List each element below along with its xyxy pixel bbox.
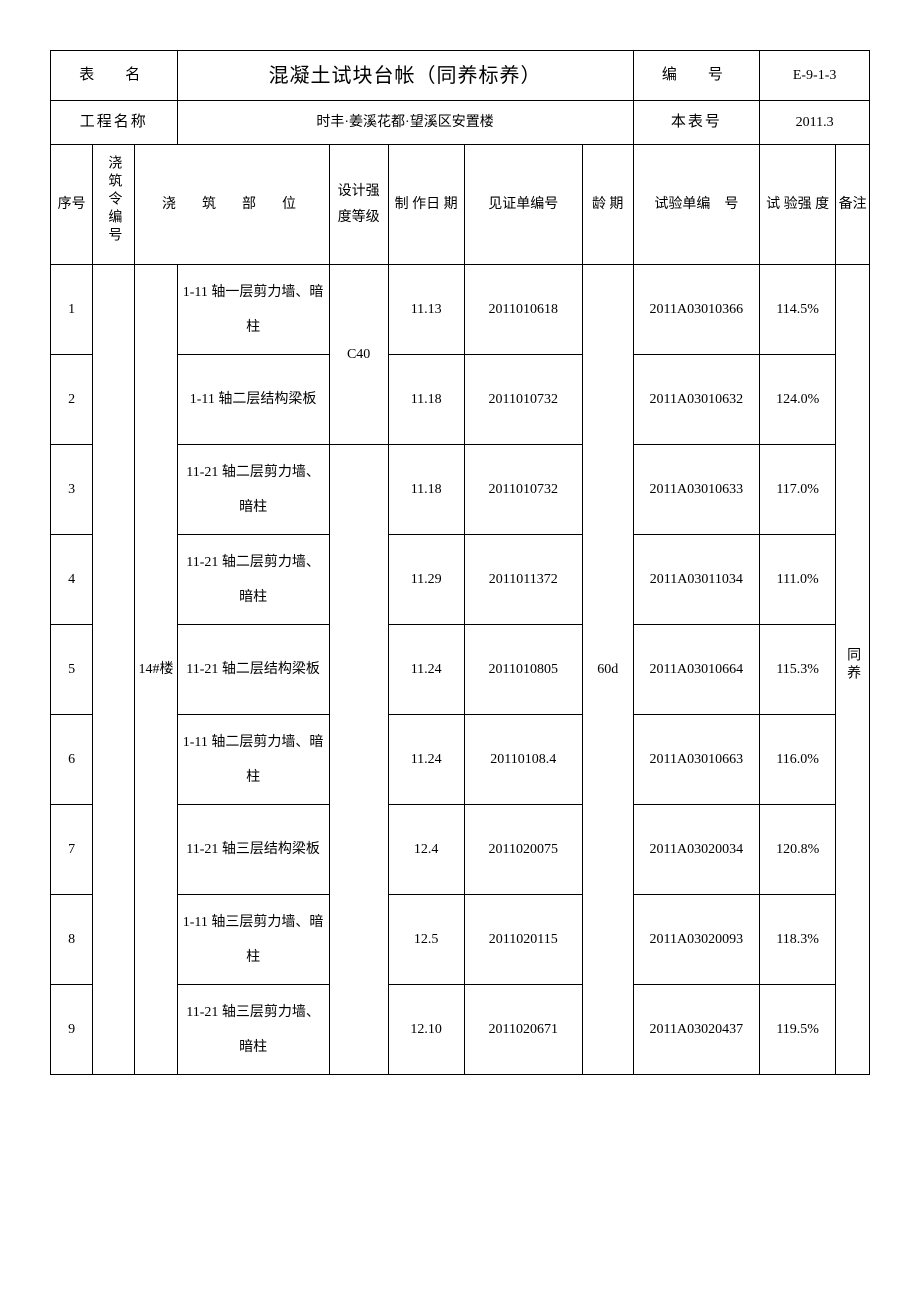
cell-seq: 6 — [51, 715, 93, 805]
cell-seq: 4 — [51, 535, 93, 625]
cell-strength: 115.3% — [760, 625, 836, 715]
cell-date: 11.18 — [388, 445, 464, 535]
cell-witness: 2011020671 — [464, 985, 582, 1075]
cell-testno: 2011A03020437 — [633, 985, 760, 1075]
col-make-date: 制 作日 期 — [388, 145, 464, 265]
project-label: 工程名称 — [51, 101, 178, 145]
cell-strength: 124.0% — [760, 355, 836, 445]
cell-testno: 2011A03020093 — [633, 895, 760, 985]
cell-date: 11.13 — [388, 265, 464, 355]
cell-part: 11-21 轴三层结构梁板 — [177, 805, 329, 895]
cell-building-merged: 14#楼 — [135, 265, 177, 1075]
cell-testno: 2011A03010664 — [633, 625, 760, 715]
cell-date: 11.29 — [388, 535, 464, 625]
col-age: 龄 期 — [582, 145, 633, 265]
cell-testno: 2011A03020034 — [633, 805, 760, 895]
col-test-no: 试验单编 号 — [633, 145, 760, 265]
cell-part: 11-21 轴三层剪力墙、暗柱 — [177, 985, 329, 1075]
cell-part: 11-21 轴二层剪力墙、暗柱 — [177, 535, 329, 625]
col-design-grade: 设计强度等级 — [329, 145, 388, 265]
cell-part: 1-11 轴三层剪力墙、暗柱 — [177, 895, 329, 985]
cell-seq: 8 — [51, 895, 93, 985]
cell-witness: 2011010732 — [464, 355, 582, 445]
cell-witness: 2011011372 — [464, 535, 582, 625]
cell-seq: 9 — [51, 985, 93, 1075]
col-remark: 备注 — [836, 145, 870, 265]
cell-date: 11.18 — [388, 355, 464, 445]
cell-witness: 2011010805 — [464, 625, 582, 715]
cell-testno: 2011A03010663 — [633, 715, 760, 805]
cell-witness: 20110108.4 — [464, 715, 582, 805]
cell-strength: 116.0% — [760, 715, 836, 805]
cell-date: 12.10 — [388, 985, 464, 1075]
cell-age-merged: 60d — [582, 265, 633, 1075]
cell-strength: 114.5% — [760, 265, 836, 355]
table-name-label: 表 名 — [51, 51, 178, 101]
cell-witness: 2011010732 — [464, 445, 582, 535]
table-title: 混凝土试块台帐（同养标养） — [177, 51, 633, 101]
column-header-row: 序号 浇筑令编号 浇 筑 部 位 设计强度等级 制 作日 期 见证单编号 龄 期… — [51, 145, 870, 265]
cell-witness: 2011010618 — [464, 265, 582, 355]
cell-testno: 2011A03010633 — [633, 445, 760, 535]
col-pour-part: 浇 筑 部 位 — [135, 145, 329, 265]
cell-part: 11-21 轴二层结构梁板 — [177, 625, 329, 715]
cell-strength: 119.5% — [760, 985, 836, 1075]
cell-seq: 5 — [51, 625, 93, 715]
cell-witness: 2011020115 — [464, 895, 582, 985]
cell-pour-order-merged — [93, 265, 135, 1075]
cell-witness: 2011020075 — [464, 805, 582, 895]
cell-testno: 2011A03010632 — [633, 355, 760, 445]
code-value: E-9-1-3 — [760, 51, 870, 101]
sheet-label: 本表号 — [633, 101, 760, 145]
project-value: 时丰·姜溪花都·望溪区安置楼 — [177, 101, 633, 145]
col-witness-no: 见证单编号 — [464, 145, 582, 265]
cell-seq: 1 — [51, 265, 93, 355]
cell-seq: 7 — [51, 805, 93, 895]
cell-date: 11.24 — [388, 715, 464, 805]
cell-part: 1-11 轴一层剪力墙、暗柱 — [177, 265, 329, 355]
sheet-value: 2011.3 — [760, 101, 870, 145]
col-seq: 序号 — [51, 145, 93, 265]
col-test-strength: 试 验强 度 — [760, 145, 836, 265]
col-pour-order: 浇筑令编号 — [93, 145, 135, 265]
cell-seq: 3 — [51, 445, 93, 535]
ledger-table: 表 名 混凝土试块台帐（同养标养） 编 号 E-9-1-3 工程名称 时丰·姜溪… — [50, 50, 870, 1075]
cell-part: 11-21 轴二层剪力墙、暗柱 — [177, 445, 329, 535]
cell-seq: 2 — [51, 355, 93, 445]
code-label: 编 号 — [633, 51, 760, 101]
table-row: 1 14#楼 1-11 轴一层剪力墙、暗柱 C40 11.13 20110106… — [51, 265, 870, 355]
cell-date: 12.4 — [388, 805, 464, 895]
cell-strength: 118.3% — [760, 895, 836, 985]
cell-strength: 117.0% — [760, 445, 836, 535]
cell-grade-merged: C40 — [329, 265, 388, 445]
cell-part: 1-11 轴二层结构梁板 — [177, 355, 329, 445]
cell-date: 12.5 — [388, 895, 464, 985]
cell-remark-merged: 同养 — [836, 265, 870, 1075]
cell-testno: 2011A03010366 — [633, 265, 760, 355]
cell-grade-empty — [329, 445, 388, 1075]
cell-testno: 2011A03011034 — [633, 535, 760, 625]
header-row-2: 工程名称 时丰·姜溪花都·望溪区安置楼 本表号 2011.3 — [51, 101, 870, 145]
cell-strength: 120.8% — [760, 805, 836, 895]
cell-strength: 111.0% — [760, 535, 836, 625]
cell-part: 1-11 轴二层剪力墙、暗柱 — [177, 715, 329, 805]
cell-date: 11.24 — [388, 625, 464, 715]
header-row-1: 表 名 混凝土试块台帐（同养标养） 编 号 E-9-1-3 — [51, 51, 870, 101]
